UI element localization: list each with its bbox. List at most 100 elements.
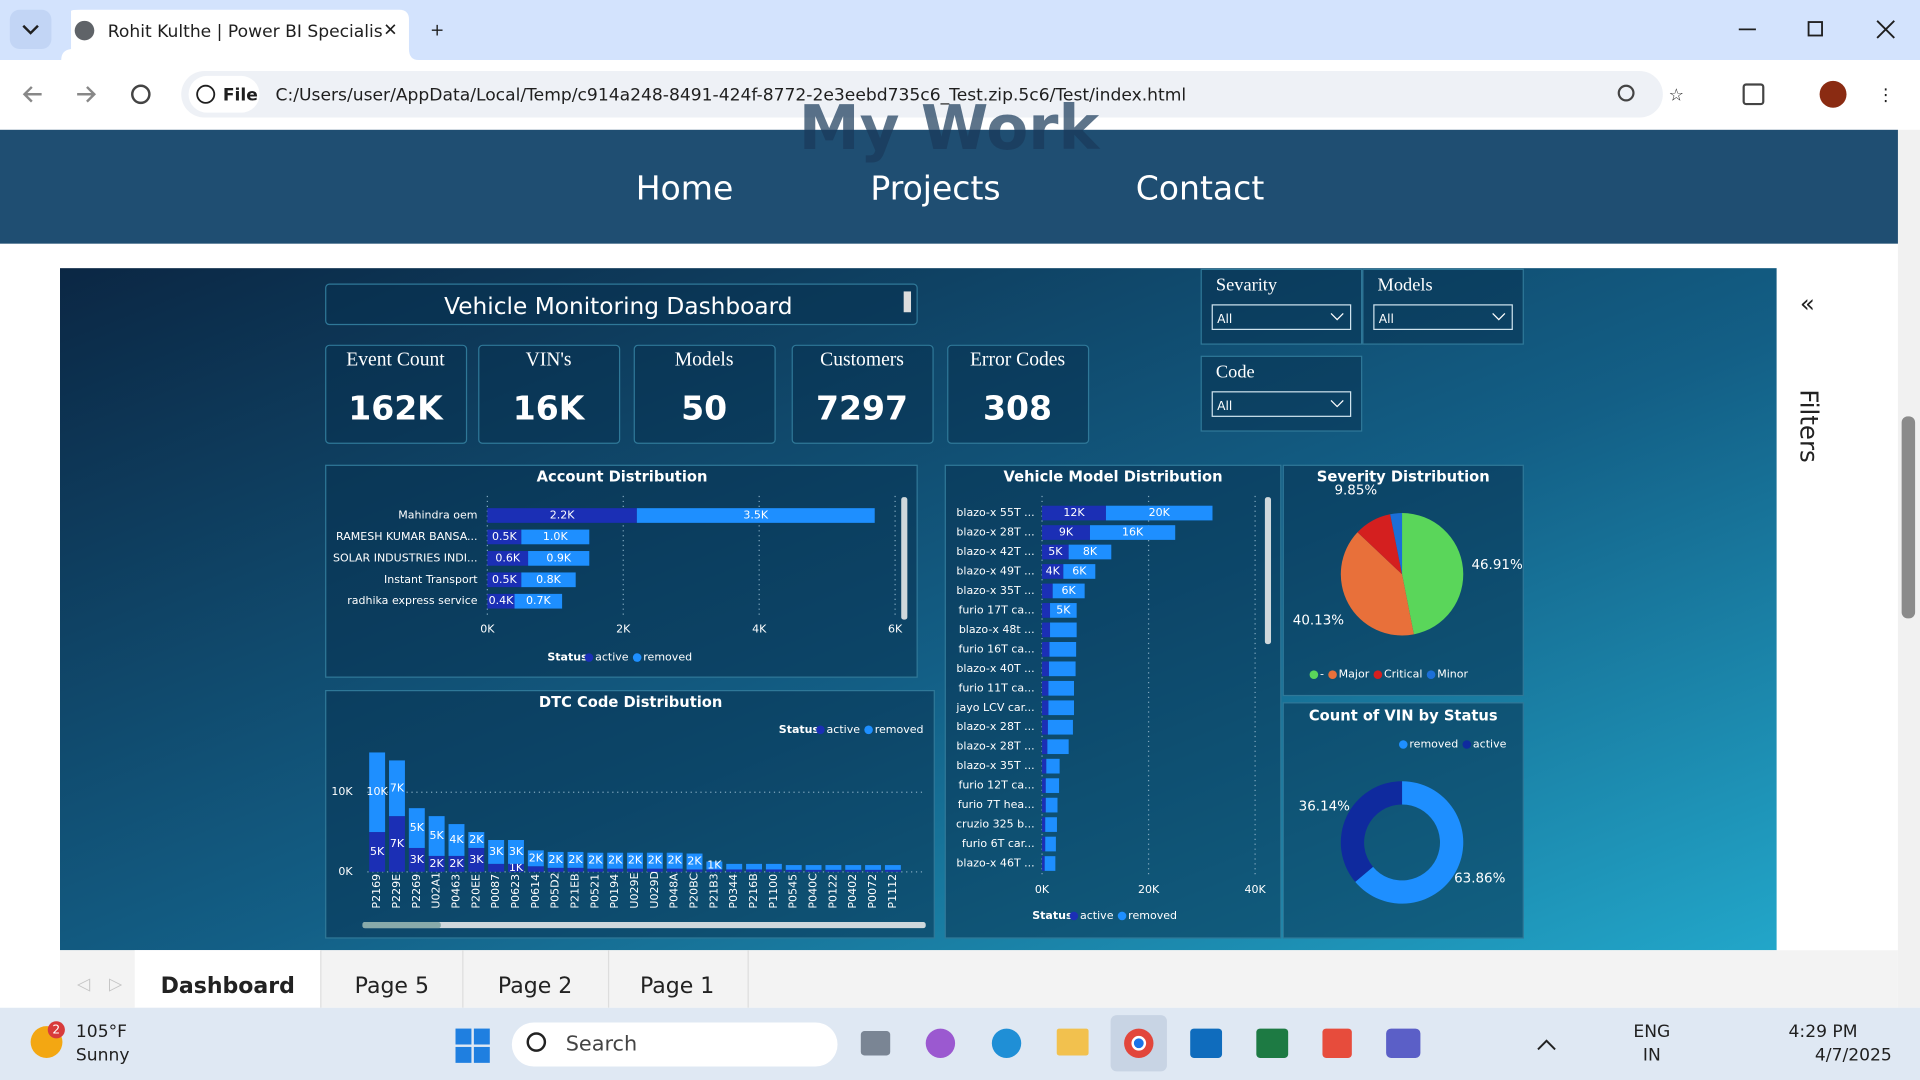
clock-time[interactable]: 4:29 PM xyxy=(1789,1022,1858,1042)
bar-segment xyxy=(1089,525,1176,540)
filters-label[interactable]: Filters xyxy=(1794,389,1823,462)
bar-segment xyxy=(369,752,386,833)
bar-segment xyxy=(1068,544,1112,560)
bar-segment xyxy=(1042,836,1046,852)
data-label: 36.14% xyxy=(1299,799,1351,814)
back-button[interactable] xyxy=(22,86,42,103)
category-label: blazo-x 55T ... xyxy=(956,506,1034,519)
data-label: 3.5K xyxy=(743,509,769,522)
legend-label[interactable]: Minor xyxy=(1437,668,1468,681)
page-tab[interactable]: Dashboard xyxy=(161,974,295,999)
app-icon[interactable] xyxy=(1386,1028,1421,1058)
app-icon[interactable] xyxy=(1190,1028,1223,1058)
category-label: furio 11T ca... xyxy=(958,681,1034,694)
app-icon[interactable] xyxy=(991,1028,1022,1058)
data-label: 16K xyxy=(1122,526,1144,539)
app-icon[interactable] xyxy=(1056,1028,1089,1056)
bookmark-star[interactable]: ☆ xyxy=(1669,86,1684,106)
chart-card xyxy=(944,464,1282,939)
x-tick-label: P0463 xyxy=(449,874,462,909)
search-icon xyxy=(526,1032,547,1052)
new-tab[interactable]: + xyxy=(430,21,444,41)
profile-avatar[interactable] xyxy=(1819,80,1847,108)
bar-segment xyxy=(686,853,703,870)
prev-page[interactable]: ◁ xyxy=(77,974,91,994)
task-view[interactable] xyxy=(860,1031,891,1056)
chart-scrollbar[interactable] xyxy=(362,922,926,929)
bar-segment xyxy=(1042,817,1046,832)
legend-label[interactable]: removed xyxy=(643,651,692,664)
bar-segment xyxy=(785,865,802,870)
bar-segment xyxy=(487,551,529,566)
bar-segment xyxy=(1048,700,1074,716)
legend-label[interactable]: - xyxy=(1320,668,1324,681)
nav-link[interactable]: Home xyxy=(636,168,734,207)
bar-segment xyxy=(1050,622,1077,638)
taskbar-search[interactable] xyxy=(511,1022,838,1067)
legend-label[interactable]: active xyxy=(827,723,861,736)
extensions-icon[interactable] xyxy=(1742,83,1765,106)
reload-button[interactable] xyxy=(131,84,151,105)
slicer-dropdown[interactable] xyxy=(1373,304,1513,330)
x-tick-label: P21B3 xyxy=(707,873,720,908)
clock-date[interactable]: 4/7/2025 xyxy=(1815,1046,1892,1066)
chart-scrollbar[interactable] xyxy=(901,497,908,620)
bar-segment xyxy=(587,852,604,869)
legend-label[interactable]: active xyxy=(1473,737,1507,750)
zoom-icon[interactable] xyxy=(1617,84,1635,102)
x-tick-label: P0545 xyxy=(787,874,800,909)
active-page-tab[interactable] xyxy=(134,950,321,1008)
scroll-thumb[interactable] xyxy=(362,922,441,929)
data-label: 9.85% xyxy=(1334,484,1377,499)
legend-label[interactable]: removed xyxy=(875,723,924,736)
collapse-filters[interactable]: « xyxy=(1800,289,1815,318)
page-tab[interactable]: Page 2 xyxy=(498,974,572,999)
legend-swatch xyxy=(1426,670,1436,679)
bar-segment xyxy=(607,852,624,869)
start-button[interactable] xyxy=(455,1028,490,1063)
legend-label[interactable]: Critical xyxy=(1384,668,1423,681)
forward-button[interactable] xyxy=(77,86,97,103)
menu-button[interactable]: ⋮ xyxy=(1877,86,1894,106)
omnibox[interactable] xyxy=(181,71,1663,118)
bar-segment xyxy=(1050,603,1077,618)
restore[interactable] xyxy=(1807,21,1823,37)
chart-scrollbar[interactable] xyxy=(1264,497,1272,645)
legend-label[interactable]: active xyxy=(1080,909,1114,922)
data-label: 2K xyxy=(430,857,445,870)
legend-label[interactable]: Major xyxy=(1339,668,1370,681)
x-tick-label: P2169 xyxy=(370,874,383,909)
tab-search-button[interactable] xyxy=(9,9,52,49)
next-page[interactable]: ▷ xyxy=(109,974,123,994)
page-tab[interactable]: Page 5 xyxy=(355,974,429,999)
legend-label[interactable]: removed xyxy=(1128,909,1177,922)
active-tab[interactable] xyxy=(61,9,419,61)
nav-link[interactable]: Contact xyxy=(1136,168,1265,207)
app-icon[interactable] xyxy=(925,1028,956,1058)
scroll-thumb[interactable] xyxy=(1901,416,1916,619)
tray-expand[interactable] xyxy=(1537,1039,1556,1051)
x-tick-label: 20K xyxy=(1138,883,1160,896)
bar-segment xyxy=(428,855,445,872)
kpi-label: VIN's xyxy=(526,350,572,371)
close-window[interactable] xyxy=(1876,20,1895,39)
app-icon[interactable] xyxy=(1322,1028,1352,1058)
bar-segment xyxy=(488,863,505,872)
filters-pane[interactable] xyxy=(1776,268,1837,951)
bar-segment xyxy=(547,851,564,868)
legend-label[interactable]: removed xyxy=(1409,737,1458,750)
x-tick-label: U029D xyxy=(648,871,661,909)
slicer-dropdown[interactable] xyxy=(1211,391,1352,417)
region[interactable]: IN xyxy=(1643,1046,1661,1066)
tab-close[interactable]: ✕ xyxy=(383,21,397,41)
page-tab[interactable]: Page 1 xyxy=(640,974,714,999)
bar-segment xyxy=(528,551,590,566)
data-label: 0.7K xyxy=(526,594,552,607)
language[interactable]: ENG xyxy=(1633,1022,1670,1042)
app-icon[interactable] xyxy=(1256,1028,1289,1058)
nav-link[interactable]: Projects xyxy=(870,168,1000,207)
legend-label[interactable]: active xyxy=(595,651,629,664)
slicer-value: All xyxy=(1379,312,1394,326)
slicer-dropdown[interactable] xyxy=(1211,304,1352,330)
